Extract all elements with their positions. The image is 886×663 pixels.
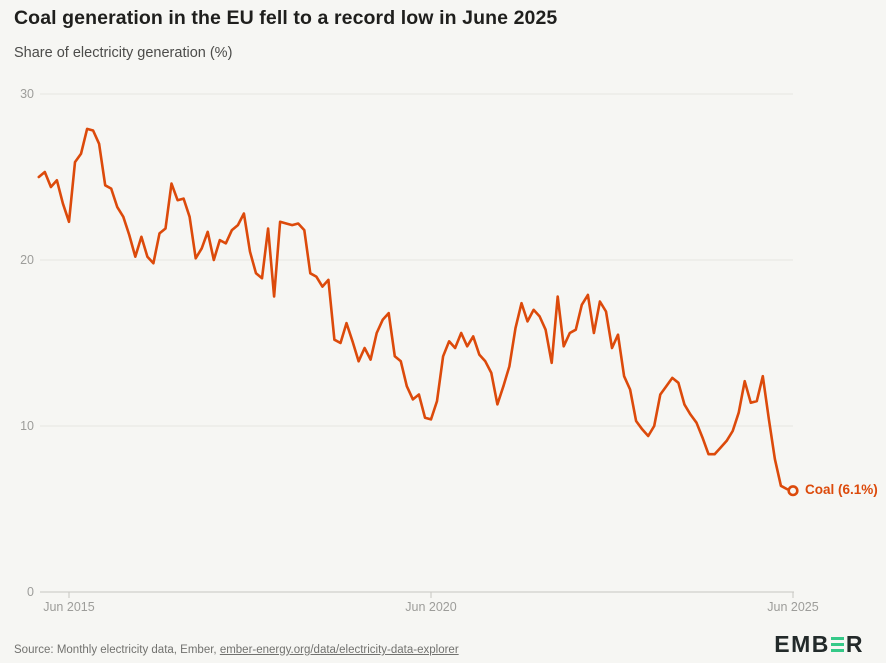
y-axis-tick-label: 10: [20, 419, 34, 433]
source-text: Source: Monthly electricity data, Ember,…: [14, 644, 459, 656]
y-axis-tick-label: 30: [20, 87, 34, 101]
logo-text-left: EMB: [774, 631, 830, 657]
logo-text-right: R: [845, 631, 864, 657]
y-axis-tick-label: 0: [27, 585, 34, 599]
series-end-label: Coal (6.1%): [805, 481, 878, 497]
chart-subtitle: Share of electricity generation (%): [14, 45, 233, 61]
logo-e-bars-icon: [830, 636, 844, 653]
x-axis-tick-label: Jun 2025: [767, 600, 819, 614]
ember-logo: EMB R: [774, 631, 864, 658]
x-axis-tick-label: Jun 2015: [43, 600, 95, 614]
coal-series-line: [37, 127, 795, 493]
source-link[interactable]: ember-energy.org/data/electricity-data-e…: [219, 644, 459, 656]
chart-title: Coal generation in the EU fell to a reco…: [14, 7, 558, 29]
y-axis-tick-label: 20: [20, 253, 34, 267]
x-axis-tick-label: Jun 2020: [405, 600, 457, 614]
series-end-marker: [787, 485, 799, 497]
source-prefix: Source: Monthly electricity data, Ember,: [14, 644, 220, 656]
